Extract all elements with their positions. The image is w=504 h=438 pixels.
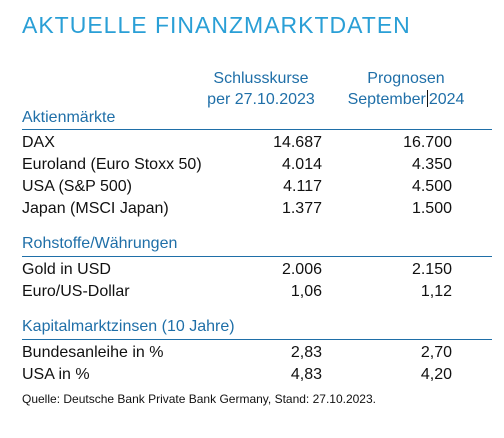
row-close-value: 14.687 [273,134,322,151]
row-label: Gold in USD [22,261,111,278]
row-close-value: 2,83 [290,344,322,361]
row-close-value: 2.006 [281,261,322,278]
column-header-forecast-line1: Prognosen [367,70,445,87]
table-row: USA in % 4,83 4,20 [22,364,492,386]
row-close-value: 4.117 [283,178,322,195]
page-title: AKTUELLE FINANZMARKTDATEN [22,12,411,38]
column-header-close: Schlusskurse per 27.10.2023 [196,68,326,110]
row-label: Bundesanleihe in % [22,344,164,361]
section-divider [22,129,492,130]
row-close-value: 4,83 [290,366,322,383]
table-row: Gold in USD 2.006 2.150 [22,259,492,281]
table-row: USA (S&P 500) 4.117 4.500 [22,176,492,198]
table-row: Euro/US-Dollar 1,06 1,12 [22,281,492,303]
row-close-value: 1,06 [290,283,322,300]
table-row: Euroland (Euro Stoxx 50) 4.014 4.350 [22,154,492,176]
row-forecast-value: 4,20 [420,366,452,383]
row-forecast-value: 16.700 [403,134,452,151]
column-header-forecast-line2: September 2024 [336,89,476,110]
column-header-forecast-month: September [347,91,426,108]
table-row: Bundesanleihe in % 2,83 2,70 [22,342,492,364]
row-forecast-value: 1.500 [411,200,452,217]
column-header-forecast-year: 2024 [428,91,465,108]
section-title: Kapitalmarktzinsen (10 Jahre) [22,318,235,335]
row-close-value: 4.014 [281,156,322,173]
row-label: Japan (MSCI Japan) [22,200,169,217]
source-note: Quelle: Deutsche Bank Private Bank Germa… [22,392,376,406]
row-label: Euroland (Euro Stoxx 50) [22,156,202,173]
row-label: USA in % [22,366,90,383]
row-label: Euro/US-Dollar [22,283,130,300]
row-forecast-value: 2.150 [411,261,452,278]
row-forecast-value: 4.500 [411,178,452,195]
section-divider [22,339,492,340]
row-label: USA (S&P 500) [22,178,132,195]
row-forecast-value: 4.350 [411,156,452,173]
section-divider [22,256,492,257]
section-title: Rohstoffe/Währungen [22,235,178,252]
row-forecast-value: 2,70 [420,344,452,361]
row-close-value: 1.377 [281,200,322,217]
section-title: Aktienmärkte [22,109,116,126]
row-label: DAX [22,134,55,151]
row-forecast-value: 1,12 [420,283,452,300]
table-row: Japan (MSCI Japan) 1.377 1.500 [22,198,492,220]
column-header-forecast: Prognosen September 2024 [336,68,476,110]
table-row: DAX 14.687 16.700 [22,132,492,154]
text-cursor [426,90,428,107]
column-header-close-line1: Schlusskurse [213,70,309,87]
column-header-close-line2: per 27.10.2023 [207,91,315,108]
